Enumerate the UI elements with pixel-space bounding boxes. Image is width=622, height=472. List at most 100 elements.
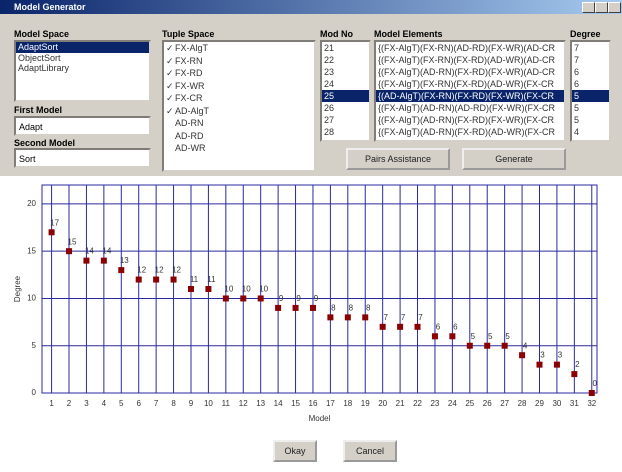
title-bar: Model Generator (0, 0, 622, 14)
x-tick-label: 4 (102, 399, 107, 408)
data-label: 4 (523, 341, 528, 350)
model-elements-list[interactable]: {(FX-AlgT)(FX-RN)(AD-RD)(FX-WR)(AD-CR{(F… (374, 40, 566, 142)
point (223, 295, 229, 301)
list-item[interactable]: 28 (322, 126, 369, 138)
data-label: 5 (488, 332, 493, 341)
list-item[interactable]: ✓FX-RN (164, 55, 314, 68)
x-tick-label: 11 (222, 399, 231, 408)
list-item[interactable]: 4 (572, 126, 609, 138)
list-item[interactable]: 5 (572, 90, 609, 102)
data-label: 10 (224, 285, 233, 294)
list-item[interactable]: 25 (322, 90, 369, 102)
point (467, 343, 473, 349)
x-tick-label: 27 (500, 399, 509, 408)
data-label: 9 (279, 294, 284, 303)
data-label: 11 (190, 275, 199, 284)
list-item[interactable]: ✓FX-AlgT (164, 42, 314, 55)
point (327, 314, 333, 320)
list-item[interactable]: 21 (322, 42, 369, 54)
minimize-button[interactable] (582, 2, 595, 13)
list-item[interactable]: 7 (572, 42, 609, 54)
x-tick-label: 3 (84, 399, 89, 408)
x-tick-label: 21 (396, 399, 405, 408)
list-item[interactable]: 22 (322, 54, 369, 66)
x-tick-label: 6 (136, 399, 141, 408)
x-tick-label: 28 (518, 399, 527, 408)
data-label: 9 (314, 294, 319, 303)
list-item[interactable]: AD-WR (164, 142, 314, 155)
list-item[interactable]: 6 (572, 66, 609, 78)
list-item[interactable]: AdaptSort (16, 42, 149, 53)
x-tick-label: 30 (552, 399, 561, 408)
data-label: 14 (102, 247, 111, 256)
close-button[interactable] (608, 2, 621, 13)
x-tick-label: 23 (430, 399, 439, 408)
list-item[interactable]: 6 (572, 78, 609, 90)
point (66, 248, 72, 254)
maximize-button[interactable] (595, 2, 608, 13)
list-item[interactable]: {(FX-AlgT)(AD-RN)(FX-RD)(AD-WR)(FX-CR (376, 126, 564, 138)
second-model-field[interactable]: Sort (14, 148, 151, 168)
x-tick-label: 24 (448, 399, 457, 408)
list-item[interactable]: 26 (322, 102, 369, 114)
data-label: 0 (593, 379, 598, 388)
button[interactable]: Pairs Assistance (346, 148, 450, 170)
data-label: 8 (366, 303, 371, 312)
list-item[interactable]: 24 (322, 78, 369, 90)
x-tick-label: 12 (239, 399, 248, 408)
list-item[interactable]: ✓FX-WR (164, 80, 314, 93)
x-tick-label: 1 (49, 399, 54, 408)
point (118, 267, 124, 273)
tuple-name: FX-CR (175, 93, 203, 103)
list-item[interactable]: 23 (322, 66, 369, 78)
point (519, 352, 525, 358)
tuple-name: FX-RD (175, 68, 203, 78)
point (362, 314, 368, 320)
list-item[interactable]: 5 (572, 114, 609, 126)
check-mark: ✓ (166, 42, 175, 55)
button[interactable]: Okay (273, 440, 317, 462)
list-item[interactable]: {(FX-AlgT)(AD-RN)(FX-RD)(FX-WR)(AD-CR (376, 66, 564, 78)
check-mark: ✓ (166, 67, 175, 80)
tuple-space-list[interactable]: ✓FX-AlgT✓FX-RN✓FX-RD✓FX-WR✓FX-CR✓AD-AlgT… (162, 40, 316, 172)
point (536, 362, 542, 368)
list-item[interactable]: AD-RD (164, 130, 314, 143)
x-tick-label: 2 (67, 399, 72, 408)
label: Degree (570, 29, 601, 39)
button[interactable]: Generate (462, 148, 566, 170)
point (345, 314, 351, 320)
point (310, 305, 316, 311)
list-item[interactable]: 27 (322, 114, 369, 126)
point (484, 343, 490, 349)
list-item[interactable]: 7 (572, 54, 609, 66)
list-item[interactable]: {(FX-AlgT)(FX-RN)(FX-RD)(AD-WR)(FX-CR (376, 78, 564, 90)
list-item[interactable]: {(FX-AlgT)(FX-RN)(AD-RD)(FX-WR)(AD-CR (376, 42, 564, 54)
button[interactable]: Cancel (343, 440, 397, 462)
list-item[interactable]: ObjectSort (16, 53, 149, 64)
list-item[interactable]: {(FX-AlgT)(AD-RN)(FX-RD)(FX-WR)(FX-CR (376, 114, 564, 126)
point (83, 258, 89, 264)
list-item[interactable]: 5 (572, 102, 609, 114)
x-tick-label: 15 (291, 399, 300, 408)
tuple-name: FX-AlgT (175, 43, 208, 53)
x-tick-label: 7 (154, 399, 159, 408)
x-tick-label: 31 (570, 399, 579, 408)
point (240, 295, 246, 301)
list-item[interactable]: {(FX-AlgT)(FX-RN)(FX-RD)(AD-WR)(AD-CR (376, 54, 564, 66)
first-model-field[interactable]: Adapt (14, 116, 151, 136)
point (275, 305, 281, 311)
list-item[interactable]: {(FX-AlgT)(AD-RN)(AD-RD)(FX-WR)(FX-CR (376, 102, 564, 114)
list-item[interactable]: ✓AD-AlgT (164, 105, 314, 118)
list-item[interactable]: {(AD-AlgT)(FX-RN)(FX-RD)(FX-WR)(FX-CR (376, 90, 564, 102)
tuple-name: AD-RN (175, 118, 204, 128)
list-item[interactable]: ✓FX-RD (164, 67, 314, 80)
point (153, 277, 159, 283)
x-tick-label: 5 (119, 399, 124, 408)
list-item[interactable]: AD-RN (164, 117, 314, 130)
list-item[interactable]: ✓FX-CR (164, 92, 314, 105)
point (293, 305, 299, 311)
list-item[interactable]: AdaptLibrary (16, 63, 149, 74)
